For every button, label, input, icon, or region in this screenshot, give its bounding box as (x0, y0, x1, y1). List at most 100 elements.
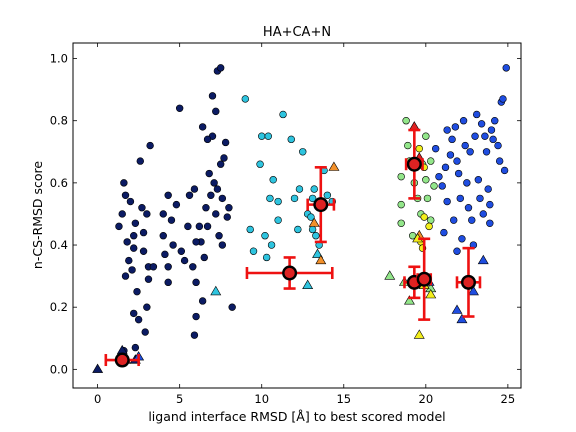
data-point-circle (489, 135, 497, 144)
data-point-circle (420, 213, 428, 221)
data-point-circle (246, 225, 254, 234)
y-tick-label: 0.4 (50, 238, 68, 252)
data-point-triangle (302, 279, 314, 290)
data-point-circle (307, 213, 315, 221)
data-point-triangle (308, 217, 320, 227)
data-point-circle (225, 204, 233, 212)
data-point-circle (121, 272, 130, 280)
y-tick-label: 0.2 (50, 300, 68, 314)
data-point-circle (427, 157, 435, 165)
summary-layer (104, 128, 482, 368)
chart-title: HA+CA+N (263, 25, 331, 40)
data-point-circle (274, 216, 282, 224)
data-point-circle (440, 228, 448, 237)
data-point-circle (466, 148, 474, 156)
data-point-circle (267, 241, 276, 249)
data-point-circle (175, 104, 184, 112)
data-point-circle (472, 110, 481, 119)
data-point-circle (144, 275, 153, 283)
data-point-circle (461, 141, 469, 150)
data-point-circle (146, 141, 154, 150)
data-point-circle (130, 232, 138, 240)
plot-area (72, 42, 522, 389)
data-point-circle (264, 132, 272, 140)
data-point-circle (192, 312, 200, 321)
data-point-circle (139, 247, 148, 255)
data-point-circle (164, 263, 172, 271)
data-point-triangle (467, 285, 479, 296)
data-point-circle (143, 210, 151, 218)
data-point-circle (216, 160, 225, 168)
x-axis-label: ligand interface RMSD [Å] to best scored… (148, 409, 445, 424)
data-point-triangle (312, 248, 324, 258)
data-point-circle (481, 132, 489, 140)
x-tick-label: 10 (254, 392, 269, 406)
data-point-circle (220, 154, 228, 162)
data-point-circle (134, 315, 143, 324)
data-point-circle (172, 200, 181, 209)
data-point-circle (228, 303, 236, 311)
data-point-circle (123, 238, 131, 246)
data-point-circle (216, 64, 225, 72)
data-point-circle (130, 244, 138, 252)
data-point-circle (502, 64, 510, 72)
data-point-circle (164, 191, 172, 199)
data-point-circle (294, 225, 302, 234)
data-point-circle (136, 157, 144, 165)
data-point-circle (310, 185, 318, 193)
data-point-circle (312, 232, 320, 240)
data-point-circle (274, 197, 282, 206)
data-point-triangle (477, 254, 489, 265)
data-point-circle (180, 256, 189, 265)
data-point-circle (169, 241, 177, 249)
data-point-circle (422, 176, 430, 184)
data-point-circle (474, 176, 483, 184)
data-point-circle (202, 204, 210, 212)
data-point-circle (491, 117, 499, 125)
data-point-circle (120, 179, 128, 187)
data-point-circle (279, 110, 287, 119)
data-point-circle (189, 263, 197, 271)
data-point-circle (184, 222, 192, 231)
data-point-circle (427, 216, 435, 224)
data-point-circle (149, 263, 158, 271)
data-point-circle (262, 253, 271, 262)
x-tick-label: 0 (94, 392, 101, 406)
data-point-circle (438, 182, 446, 190)
data-point-circle (443, 126, 451, 134)
data-point-circle (499, 95, 507, 103)
data-point-circle (198, 123, 207, 131)
data-point-circle (221, 138, 230, 147)
summary-point (406, 156, 422, 172)
data-point-circle (450, 216, 458, 224)
error-bar-group (455, 246, 482, 318)
data-point-triangle (456, 313, 468, 324)
axes-layer: 0 5 10 15 20 25 0.0 0.2 0.4 0.6 0.8 1.0 (50, 43, 521, 406)
data-point-circle (141, 328, 149, 336)
data-point-circle (212, 210, 220, 218)
data-point-circle (215, 232, 223, 240)
data-point-circle (484, 185, 492, 193)
data-point-circle (487, 126, 496, 134)
data-point-circle (454, 169, 463, 178)
data-point-circle (213, 185, 222, 193)
error-bar-group (404, 128, 424, 200)
x-tick-label: 15 (336, 392, 351, 406)
x-tick-label: 20 (419, 392, 434, 406)
data-point-circle (459, 117, 468, 125)
y-tick-label: 0.6 (50, 176, 68, 190)
data-point-circle (299, 148, 307, 156)
data-point-circle (476, 194, 484, 203)
data-point-circle (256, 160, 264, 168)
data-point-circle (266, 194, 274, 203)
y-tick-label: 1.0 (50, 52, 68, 66)
data-point-circle (423, 194, 432, 203)
data-point-circle (479, 210, 487, 218)
data-point-circle (404, 141, 412, 150)
data-point-circle (190, 185, 199, 193)
data-point-circle (208, 92, 217, 100)
data-point-circle (495, 157, 504, 165)
data-point-circle (164, 278, 172, 287)
data-point-circle (261, 232, 269, 240)
data-point-circle (133, 287, 141, 296)
